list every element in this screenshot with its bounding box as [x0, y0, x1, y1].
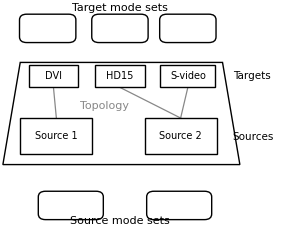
- Text: HD15: HD15: [106, 71, 134, 81]
- Text: Target mode sets: Target mode sets: [72, 3, 168, 13]
- FancyBboxPatch shape: [38, 191, 103, 220]
- FancyBboxPatch shape: [20, 14, 76, 42]
- Text: Sources: Sources: [233, 132, 274, 142]
- FancyBboxPatch shape: [92, 14, 148, 42]
- FancyBboxPatch shape: [160, 65, 215, 87]
- FancyBboxPatch shape: [20, 118, 92, 154]
- FancyBboxPatch shape: [147, 191, 212, 220]
- FancyBboxPatch shape: [160, 14, 216, 42]
- Text: Source 1: Source 1: [35, 131, 78, 141]
- Text: Targets: Targets: [233, 71, 271, 81]
- Text: Source mode sets: Source mode sets: [70, 216, 170, 226]
- Text: S-video: S-video: [170, 71, 206, 81]
- FancyBboxPatch shape: [29, 65, 78, 87]
- FancyBboxPatch shape: [95, 65, 144, 87]
- Text: DVI: DVI: [45, 71, 62, 81]
- Text: Topology: Topology: [79, 101, 129, 111]
- Text: Source 2: Source 2: [159, 131, 202, 141]
- FancyBboxPatch shape: [144, 118, 217, 154]
